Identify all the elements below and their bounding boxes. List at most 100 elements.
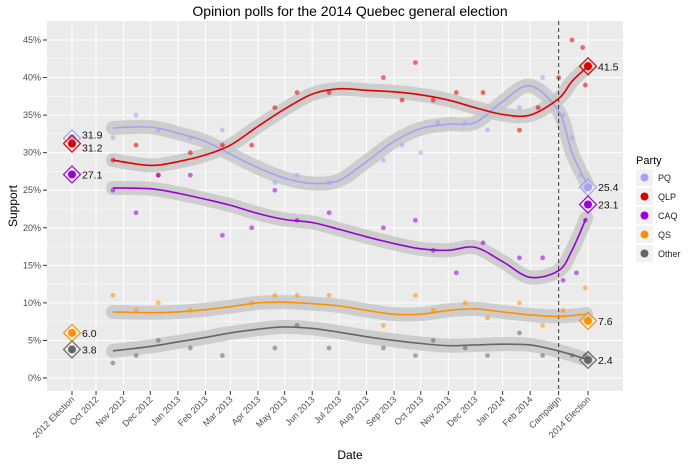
qlp-poll-point: [272, 105, 278, 110]
qlp-result-label: 41.5: [598, 61, 619, 73]
qs-poll-point: [462, 300, 468, 306]
qlp-poll-point: [517, 127, 522, 133]
qlp-poll-point: [294, 90, 300, 95]
other-result-label: 3.8: [82, 344, 97, 356]
qlp-poll-point: [453, 90, 459, 95]
y-tick-label: 40%: [23, 73, 41, 83]
caq-poll-point: [380, 225, 386, 231]
other-poll-point: [540, 353, 546, 358]
caq-poll-point: [219, 232, 225, 238]
pq-result-label: 31.9: [82, 130, 103, 142]
other-poll-point: [485, 353, 490, 358]
pq-poll-point: [294, 172, 300, 178]
pq-poll-point: [272, 180, 278, 186]
other-result-point: [584, 355, 592, 364]
y-tick-label: 45%: [23, 35, 41, 45]
other-poll-point: [380, 345, 386, 351]
other-result-diamond: [578, 350, 598, 370]
qs-result-label: 7.6: [598, 316, 613, 328]
caq-result-point: [584, 200, 592, 209]
qlp-poll-point: [326, 90, 332, 95]
other-poll-point: [219, 353, 225, 358]
legend-qs-label: QS: [658, 230, 671, 240]
qs-poll-point: [413, 292, 418, 298]
caq-poll-point: [326, 210, 332, 216]
legend-pq-swatch: [640, 173, 649, 182]
qlp-poll-point: [399, 97, 405, 103]
qs-poll-point: [294, 292, 300, 298]
qs-result-point: [68, 328, 76, 337]
qs-poll-point: [540, 323, 546, 328]
caq-result-label: 27.1: [82, 169, 103, 181]
caq-poll-point: [453, 270, 459, 276]
other-poll-point: [155, 338, 161, 343]
other-poll-point: [272, 345, 278, 351]
pq-poll-point: [380, 157, 386, 163]
caq-poll-point: [413, 217, 418, 223]
caq-poll-point: [560, 277, 566, 283]
other-poll-point: [133, 353, 139, 358]
caq-result-point: [68, 170, 76, 179]
legend-title: Party: [636, 155, 662, 167]
pq-result-diamond: [62, 129, 82, 148]
y-tick-label: 30%: [23, 148, 41, 158]
x-axis-title: Date: [337, 448, 363, 462]
x-tick-label: Sep 2013: [364, 394, 398, 428]
caq-result-label: 23.1: [598, 199, 619, 211]
qlp-trend-line: [112, 67, 587, 167]
caq-poll-point: [540, 255, 546, 261]
other-poll-point: [187, 345, 193, 351]
pq-trend-line: [112, 84, 587, 185]
qs-poll-point: [272, 292, 278, 298]
pq-poll-point: [435, 120, 441, 126]
y-tick-label: 35%: [23, 110, 41, 120]
qlp-poll-point: [569, 37, 575, 43]
pq-poll-point: [133, 112, 139, 118]
qlp-poll-point: [380, 75, 386, 80]
qlp-poll-point: [249, 142, 255, 148]
pq-result-diamond: [578, 177, 598, 197]
y-tick-label: 20%: [23, 223, 41, 233]
qs-poll-point: [326, 292, 332, 298]
caq-poll-point: [480, 240, 486, 246]
caq-poll-point: [133, 210, 139, 216]
legend-pq-label: PQ: [658, 173, 671, 183]
qlp-result-label: 31.2: [82, 143, 103, 155]
caq-poll-point: [272, 187, 278, 193]
qs-poll-point: [133, 308, 139, 313]
chart-title: Opinion polls for the 2014 Quebec genera…: [192, 3, 507, 19]
pq-poll-point: [569, 135, 575, 141]
pq-poll-point: [399, 142, 405, 148]
caq-result-diamond: [578, 195, 598, 214]
qlp-poll-point: [580, 45, 586, 50]
caq-poll-point: [517, 255, 522, 261]
qlp-poll-point: [480, 90, 486, 95]
qlp-result-point: [584, 62, 592, 71]
other-poll-point: [430, 338, 436, 343]
other-trend-line: [112, 326, 587, 360]
legend-caq-label: CAQ: [658, 211, 678, 221]
qs-poll-point: [582, 285, 588, 291]
other-poll-point: [110, 360, 116, 366]
qs-poll-point: [155, 300, 161, 306]
legend-other-label: Other: [658, 249, 681, 259]
other-result-point: [68, 345, 76, 354]
qs-result-label: 6.0: [82, 328, 97, 340]
pq-poll-point: [517, 105, 522, 110]
caq-poll-point: [155, 172, 161, 178]
pq-poll-point: [540, 75, 546, 80]
other-poll-point: [326, 345, 332, 351]
caq-poll-point: [110, 187, 116, 193]
qs-poll-point: [517, 300, 522, 306]
legend-qlp-swatch: [640, 192, 649, 201]
y-axis-title: Support: [6, 184, 20, 227]
qlp-poll-point: [219, 142, 225, 148]
legend-caq-swatch: [640, 211, 649, 220]
qlp-poll-point: [430, 97, 436, 103]
y-tick-label: 5%: [28, 335, 41, 345]
y-tick-label: 25%: [23, 185, 41, 195]
qlp-result-diamond: [62, 134, 82, 153]
pq-result-point: [584, 183, 592, 192]
